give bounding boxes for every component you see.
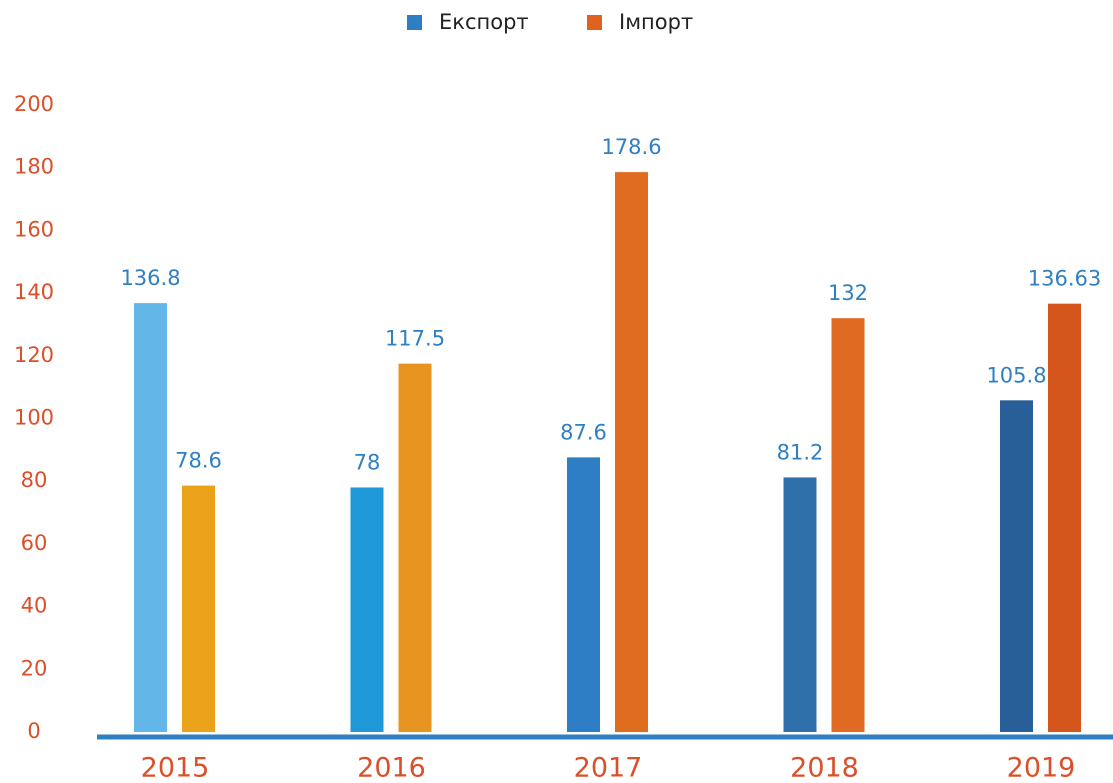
x-tick-label: 2018 <box>790 753 859 783</box>
y-tick-label: 80 <box>21 468 48 492</box>
x-tick-label: 2016 <box>357 753 426 783</box>
bar <box>182 485 215 732</box>
data-label: 136.8 <box>120 266 180 290</box>
bar <box>1048 303 1081 732</box>
y-tick-label: 20 <box>21 656 48 680</box>
y-tick-label: 200 <box>14 92 54 116</box>
y-tick-label: 160 <box>14 217 54 241</box>
x-tick-label: 2019 <box>1007 753 1076 783</box>
bar <box>615 172 648 733</box>
data-label: 136.63 <box>1028 267 1101 291</box>
x-tick-label: 2015 <box>141 753 210 783</box>
y-tick-label: 60 <box>21 531 48 555</box>
data-label: 117.5 <box>385 327 445 351</box>
bar <box>831 318 865 732</box>
data-label: 78.6 <box>175 449 222 473</box>
bar <box>783 477 817 732</box>
legend-label: Імпорт <box>619 10 693 34</box>
y-tick-label: 180 <box>14 155 54 179</box>
bar <box>567 457 600 732</box>
y-tick-label: 140 <box>14 280 54 304</box>
legend-swatch <box>407 15 422 30</box>
data-label: 178.6 <box>601 135 661 159</box>
x-tick-label: 2017 <box>574 753 643 783</box>
y-tick-label: 120 <box>14 343 54 367</box>
bar <box>350 487 384 732</box>
y-tick-label: 0 <box>27 719 40 743</box>
bar <box>398 363 432 732</box>
bar <box>134 303 167 732</box>
legend-label: Експорт <box>439 10 529 34</box>
data-label: 81.2 <box>777 440 824 464</box>
data-label: 132 <box>828 281 868 305</box>
data-label: 105.8 <box>986 363 1046 387</box>
y-tick-label: 100 <box>14 406 54 430</box>
data-label: 87.6 <box>560 420 607 444</box>
bar <box>1000 400 1033 732</box>
legend-swatch <box>587 15 602 30</box>
data-label: 78 <box>354 450 381 474</box>
y-tick-label: 40 <box>21 594 48 618</box>
